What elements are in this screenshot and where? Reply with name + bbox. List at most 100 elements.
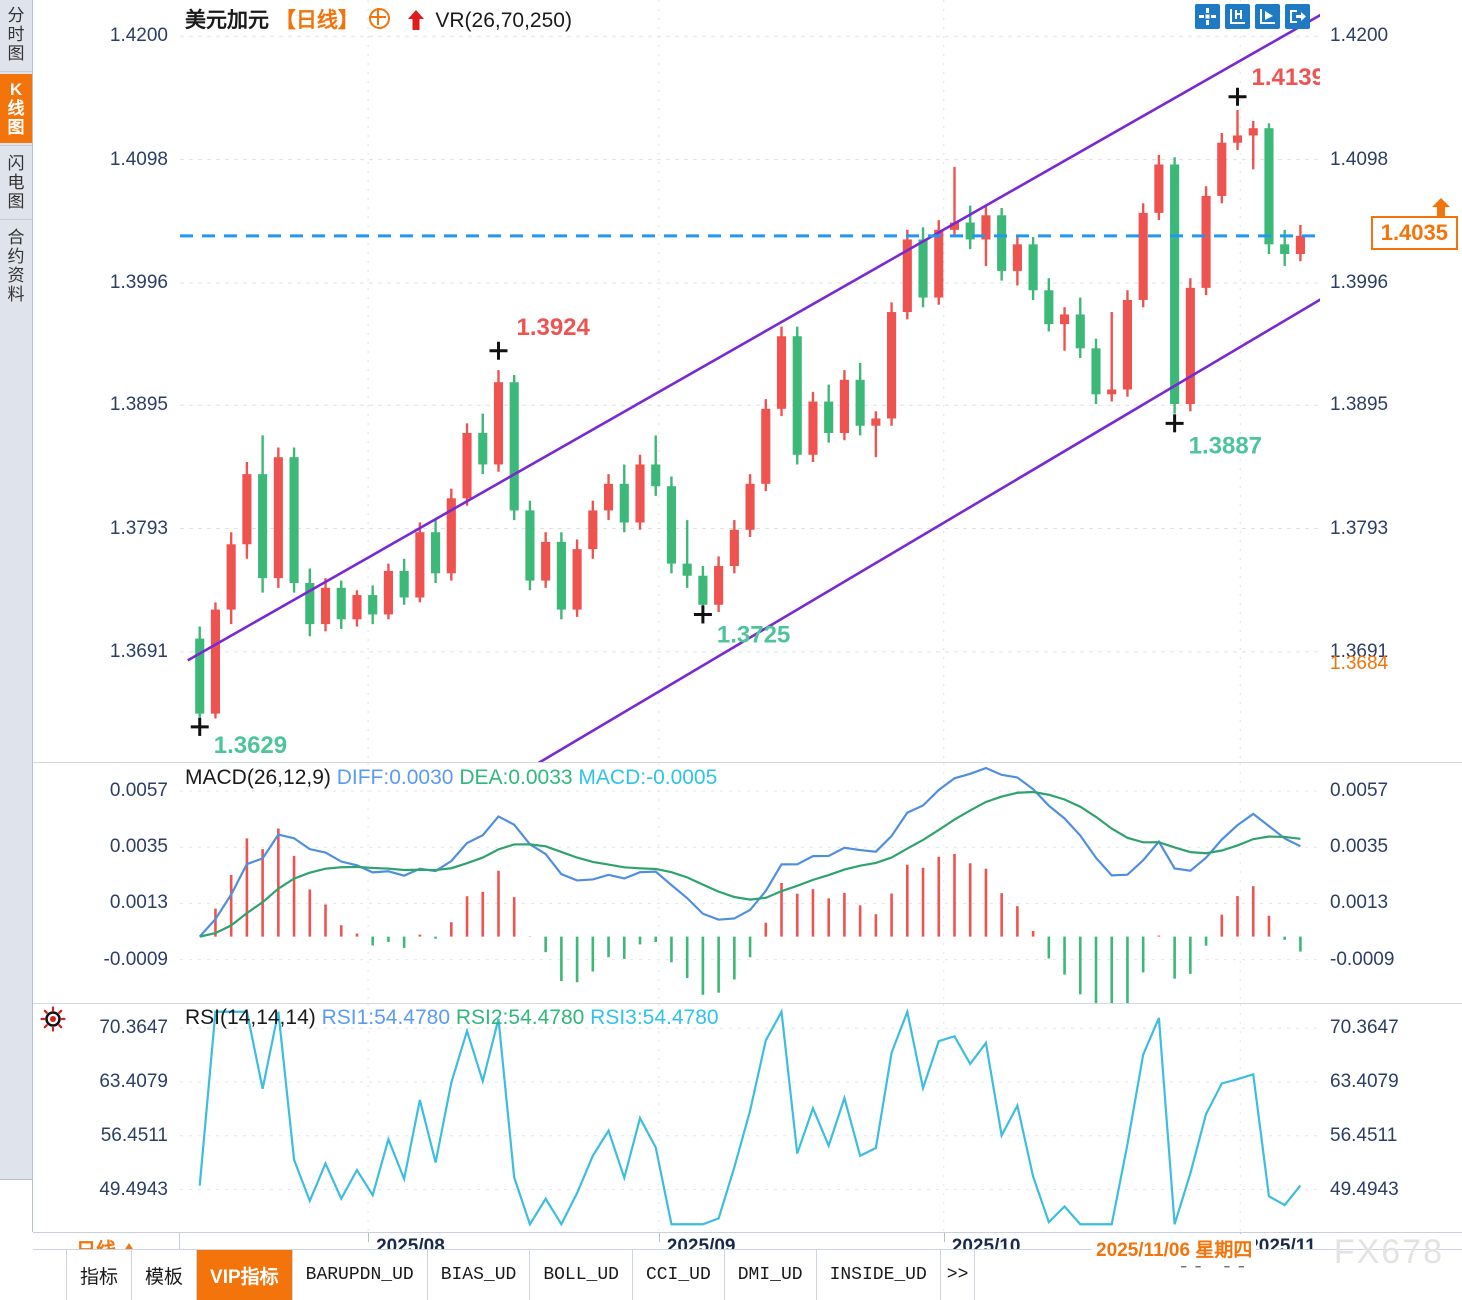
triangle-up-icon [122,1243,136,1254]
chart-area: 美元加元 【日线】 VR(26,70,250) 1.42 [33,0,1462,1300]
rsi-title: RSI(14,14,14) [185,1006,316,1029]
tab-templates[interactable]: 模板 [132,1250,198,1300]
axis-tick: 56.4511 [1330,1124,1398,1146]
tab-dmi-ud[interactable]: DMI_UD [725,1250,817,1300]
axis-tick: -0.0009 [1330,948,1395,970]
tab-boll-ud[interactable]: BOLL_UD [530,1250,633,1300]
macd-axis-right: 0.0057 0.0035 0.0013 -0.0009 [1322,763,1462,1003]
current-price-badge[interactable]: 1.4035 [1370,215,1458,250]
sidebar-label-1: K线图 [7,80,25,137]
price-panel: 1.4200 1.4098 1.3996 1.3895 1.3793 1.3691 1.3… [33,0,1462,762]
rsi-plot[interactable] [180,1004,1320,1232]
rsi2-value: RSI2:54.4780 [455,1006,585,1029]
tab-bias-ud[interactable]: BIAS_UD [428,1250,531,1300]
axis-tick: 1.4098 [109,148,168,170]
macd-diff-value: DIFF:0.0030 [336,766,454,789]
macd-panel: 0.0057 0.0035 0.0013 -0.0009 0.0057 0.0035 0.… [33,763,1462,1003]
svg-text:1.3629: 1.3629 [214,732,287,759]
measure-tool-icon[interactable] [1225,4,1250,29]
date-tick [943,1233,945,1242]
axis-tick: 1.4098 [1330,148,1389,170]
axis-tick: -0.0009 [103,948,168,970]
price-annotation: 1.3887 [1165,414,1262,459]
sidebar-divider [0,219,32,220]
axis-tick: 1.3895 [1330,394,1389,416]
sidebar-label-2: 闪电图 [7,154,25,211]
axis-tick: 63.4079 [99,1070,168,1092]
axis-tick: 0.0013 [109,892,168,914]
axis-tick: 1.3793 [1330,517,1389,539]
axis-tick: 63.4079 [1330,1070,1399,1092]
rsi-panel: 70.3647 63.4079 56.4511 49.4943 70.3647 63.4… [33,1004,1462,1232]
svg-text:1.4139: 1.4139 [1252,64,1320,91]
sidebar-item-candlestick-chart[interactable]: K线图 [0,74,32,143]
date-tick [368,1233,370,1242]
sidebar-divider [0,145,32,146]
svg-text:1.3887: 1.3887 [1189,432,1262,459]
macd-header: MACD(26,12,9) DIFF:0.0030 DEA:0.0033 MAC… [185,766,717,790]
rsi-axis-left: 70.3647 63.4079 56.4511 49.4943 [33,1004,178,1232]
sidebar-item-lightning-chart[interactable]: 闪电图 [0,148,32,217]
price-annotation: 1.3725 [693,605,790,648]
macd-title: MACD(26,12,9) [185,766,331,789]
svg-text:1.3725: 1.3725 [717,621,790,648]
chart-header-label: 美元加元 【日线】 VR(26,70,250) [185,4,572,34]
tab-inside-ud[interactable]: INSIDE_UD [817,1250,941,1300]
price-annotation: 1.4139 [1228,64,1320,106]
axis-tick: 1.3895 [109,394,168,416]
price-axis-right: 1.4200 1.4098 1.3996 1.3895 1.3793 1.3691 1.36… [1322,0,1462,762]
axis-tick: 0.0057 [109,780,168,802]
panel-divider [33,762,1462,763]
axis-tick: 1.4200 [1330,25,1389,47]
tab-more[interactable]: >> [941,1250,976,1300]
panel-divider [33,1003,1462,1004]
tab-indicators[interactable]: 指标 [67,1250,133,1300]
symbol-name: 美元加元 [185,9,269,32]
macd-macd-value: MACD:-0.0005 [578,766,718,789]
macd-chart-svg [180,763,1320,1003]
crosshair-tool-icon[interactable] [1195,4,1220,29]
date-highlight-label: 2025/11/06 星期四 [1092,1234,1257,1263]
macd-plot[interactable] [180,763,1320,1003]
price-axis-left: 1.4200 1.4098 1.3996 1.3895 1.3793 1.3691 [33,0,178,762]
axis-tick: 0.0035 [1330,836,1389,858]
left-sidebar: 分时图 K线图 闪电图 合约资料 [0,0,33,1232]
sidebar-item-timeline-chart[interactable]: 分时图 [0,0,32,69]
axis-tick: 0.0035 [109,836,168,858]
sun-settings-icon[interactable] [40,1006,66,1032]
price-plot[interactable]: 1.3629 1.3924 1.3725 1.3887 1.4139 [180,0,1320,762]
axis-tick: 1.3996 [1330,272,1389,294]
axis-tick: 70.3647 [1330,1017,1399,1039]
tab-barupdn-ud[interactable]: BARUPDN_UD [293,1250,428,1300]
sidebar-label-0: 分时图 [7,6,25,63]
axis-tick: 1.4200 [109,25,168,47]
rsi-chart-svg [180,1004,1320,1232]
axis-tick: 1.3691 [109,640,168,662]
macd-dea-value: DEA:0.0033 [459,766,573,789]
tab-vip-indicators[interactable]: VIP指标 [197,1250,293,1300]
axis-tick: 56.4511 [100,1124,168,1146]
axis-tick: 1.3691 [1330,640,1389,662]
axis-tick: 1.3996 [109,272,168,294]
date-tick [658,1233,660,1242]
chart-toolbar [1195,4,1310,29]
rsi3-value: RSI3:54.4780 [590,1006,719,1029]
tabbar-spacer [33,1250,67,1300]
axis-tick: 1.3684 [1330,653,1389,675]
price-annotation: 1.3924 [489,314,591,360]
sidebar-label-3: 合约资料 [7,228,25,304]
svg-text:1.3924: 1.3924 [516,314,590,341]
fib-tool-icon[interactable] [1255,4,1280,29]
sidebar-footer [0,1179,32,1232]
price-annotation: 1.3629 [190,717,287,759]
axis-tick: 70.3647 [99,1017,168,1039]
period-label: 【日线】 [274,9,359,32]
axis-tick: 49.4943 [99,1178,168,1200]
crosshair-circle-icon[interactable] [368,8,390,29]
sidebar-item-contract-info[interactable]: 合约资料 [0,222,32,310]
export-tool-icon[interactable] [1285,4,1310,29]
rsi-header: RSI(14,14,14) RSI1:54.4780 RSI2:54.4780 … [185,1006,719,1030]
tab-cci-ud[interactable]: CCI_UD [633,1250,725,1300]
rsi-axis-right: 70.3647 63.4079 56.4511 49.4943 [1322,1004,1462,1232]
